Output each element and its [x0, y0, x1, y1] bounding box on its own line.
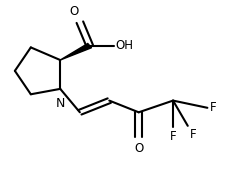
Text: F: F [190, 128, 197, 141]
Text: OH: OH [115, 39, 133, 52]
Text: F: F [170, 130, 176, 143]
Text: O: O [69, 5, 78, 18]
Text: O: O [134, 142, 143, 155]
Text: N: N [56, 97, 65, 110]
Polygon shape [60, 43, 92, 60]
Text: F: F [210, 101, 217, 114]
